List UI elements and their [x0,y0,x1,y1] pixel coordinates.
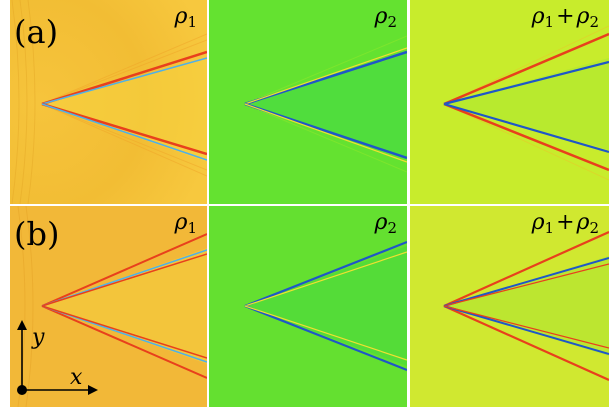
density-map-sum [410,206,609,407]
panel-a-sum: ρ1+ρ2 [410,0,609,204]
density-map-rho2 [209,206,407,407]
panel-label-rho1: ρ1 [174,4,197,31]
density-map-rho1 [10,0,207,204]
panel-b-rho1: ρ1 [10,206,207,407]
density-map-sum [410,0,609,204]
panel-a-rho1: ρ1 [10,0,207,204]
panel-label-sum: ρ1+ρ2 [531,210,599,237]
density-map-rho2 [209,0,407,204]
panel-a-rho2: ρ2 [209,0,407,204]
panel-label-sum: ρ1+ρ2 [531,4,599,31]
row-label-b: (b) [14,215,60,253]
axes-arrows-icon: y x [17,320,98,395]
panel-b-rho2: ρ2 [209,206,407,407]
panel-label-rho2: ρ2 [374,4,397,31]
coordinate-axes: y x [10,318,102,402]
panel-b-sum: ρ1+ρ2 [410,206,609,407]
panel-label-rho1: ρ1 [174,210,197,237]
row-label-a: (a) [14,13,59,51]
y-axis-label: y [31,325,45,350]
panel-label-rho2: ρ2 [374,210,397,237]
x-axis-label: x [70,365,83,390]
density-map-rho1 [10,206,207,407]
